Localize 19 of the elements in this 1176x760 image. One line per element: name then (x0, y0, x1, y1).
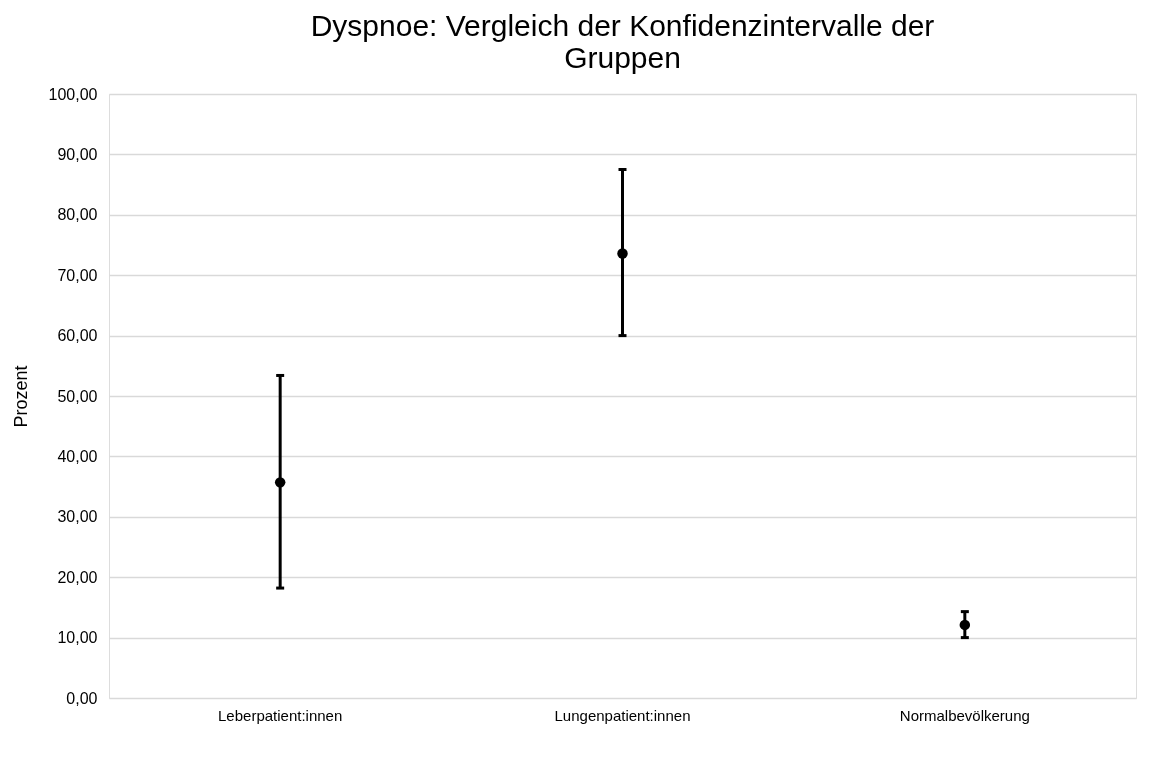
point (617, 248, 628, 259)
y-tick-label: 80,00 (57, 206, 98, 224)
y-tick-label: 90,00 (57, 145, 98, 163)
chart-title: Dyspnoe: Vergleich der Konfidenzintervalle der Gruppen (310, 9, 935, 74)
y-tick-label: 40,00 (57, 447, 98, 465)
y-tick-label: 60,00 (57, 327, 98, 345)
x-tick-label: Leberpatient:innen (218, 706, 343, 724)
point (959, 619, 971, 631)
y-tick-label: 100,00 (48, 85, 98, 103)
y-tick-label: 0,00 (66, 689, 98, 707)
y-tick-label: 10,00 (57, 629, 98, 647)
y-tick-label: 20,00 (57, 568, 98, 586)
y-tick-label: 30,00 (57, 508, 98, 526)
x-tick-label: Lungenpatient:innen (554, 706, 691, 724)
point (274, 477, 286, 488)
y-axis-title: Prozent (10, 365, 31, 428)
y-tick-label: 70,00 (57, 266, 98, 284)
y-tick-label: 50,00 (57, 387, 98, 405)
x-tick-label: Normalbevölkerung (899, 706, 1030, 724)
